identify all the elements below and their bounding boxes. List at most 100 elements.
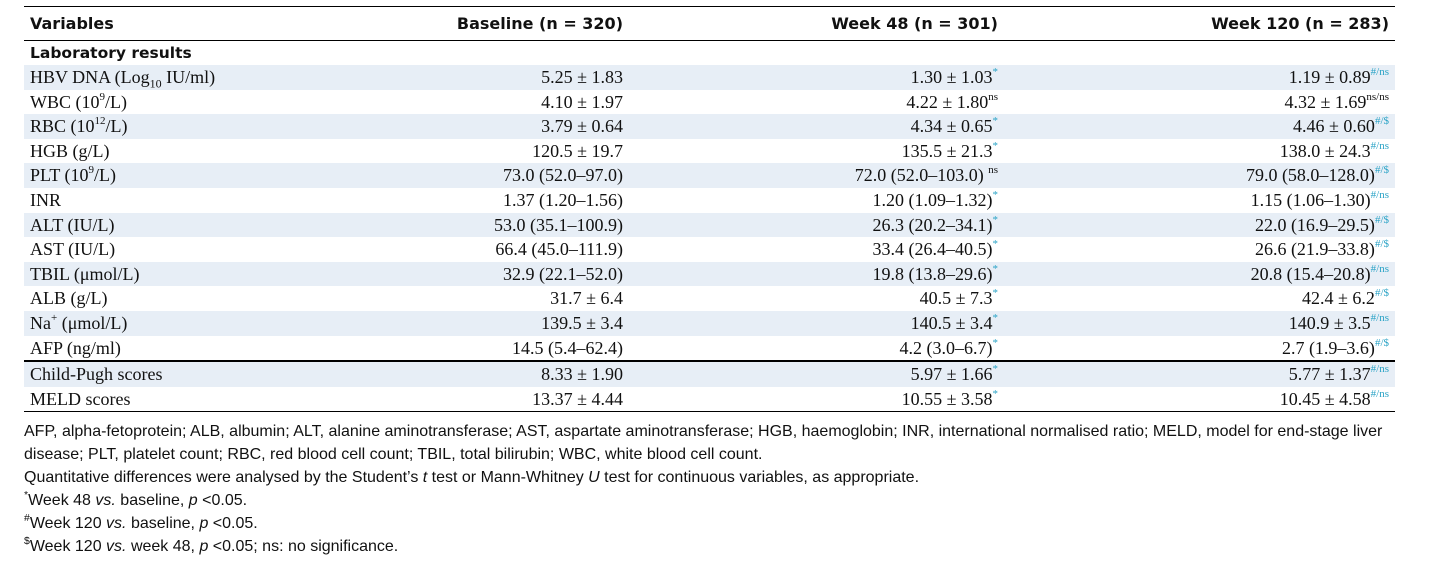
row-label-suffix: /L): [94, 165, 117, 186]
cell-week120-significance: #/$: [1374, 164, 1389, 177]
row-label-superscript: +: [51, 311, 58, 324]
cell-baseline: 73.0 (52.0–97.0): [324, 163, 629, 188]
table-row: PLT (109/L) 73.0 (52.0–97.0) 72.0 (52.0–10…: [24, 163, 1395, 188]
row-label: Child-Pugh scores: [24, 360, 324, 387]
score-row: Child-Pugh scores 8.33 ± 1.90 5.97 ± 1.66*…: [24, 360, 1395, 387]
cell-week120: 20.8 (15.4–20.8)#/ns: [1004, 261, 1395, 287]
cell-week48: 5.97 ± 1.66*: [629, 360, 1004, 387]
footnote-dollar-mark: $: [24, 534, 30, 547]
header-variables: Variables: [24, 6, 324, 41]
row-label: MELD scores: [24, 386, 324, 413]
cell-week120: 4.46 ± 0.60#/$: [1004, 114, 1395, 139]
row-label: HBV DNA (Log10 IU/ml): [24, 65, 324, 90]
abbreviations-note: AFP, alpha-fetoprotein; ALB, albumin; AL…: [24, 423, 1383, 464]
methods-text-2: test or Mann-Whitney: [427, 469, 589, 487]
cell-week120: 79.0 (58.0–128.0)#/$: [1004, 163, 1395, 188]
cell-week48: 1.20 (1.09–1.32)*: [629, 188, 1004, 213]
cell-baseline-value: 66.4 (45.0–111.9): [495, 239, 623, 260]
table-row: ALT (IU/L) 53.0 (35.1–100.9) 26.3 (20.2–34…: [24, 212, 1395, 238]
cell-baseline-value: 13.37 ± 4.44: [532, 388, 623, 409]
footnote-hash-mark: #: [24, 511, 30, 524]
cell-week48-value: 19.8 (13.8–29.6): [872, 263, 993, 284]
cell-week48-significance: *: [992, 238, 999, 251]
footnote-hash-text-3: <0.05.: [208, 515, 258, 533]
methods-text-3: test for continuous variables, as approp…: [599, 469, 920, 487]
cell-week48-significance: *: [992, 311, 999, 324]
section-row: Laboratory results: [24, 41, 1395, 66]
footnote-dollar-text-3: <0.05; ns: no significance.: [208, 538, 399, 556]
cell-baseline: 5.25 ± 1.83: [324, 65, 629, 90]
cell-baseline: 120.5 ± 19.7: [324, 139, 629, 164]
table-row: AST (IU/L) 66.4 (45.0–111.9) 33.4 (26.4–40…: [24, 237, 1395, 262]
cell-week48-value: 1.30 ± 1.03: [910, 67, 993, 87]
cell-week120-value: 22.0 (16.9–29.5): [1254, 214, 1375, 235]
cell-week48-significance: *: [992, 139, 999, 152]
footnote-star-text-3: <0.05.: [197, 492, 248, 510]
row-label-suffix: (μmol/L): [57, 312, 128, 333]
cell-baseline: 3.79 ± 0.64: [324, 114, 629, 139]
cell-week120-value: 140.9 ± 3.5: [1288, 312, 1371, 333]
cell-week48-significance: *: [992, 262, 999, 275]
row-label-text: ALB (g/L): [30, 288, 108, 309]
footnote-star-mark: *: [24, 488, 29, 501]
table-row: RBC (1012/L) 3.79 ± 0.64 4.34 ± 0.65* 4.46 …: [24, 114, 1395, 139]
cell-week48-value: 10.55 ± 3.58: [901, 388, 993, 409]
row-label-text: WBC (10: [30, 91, 100, 112]
table-row: HGB (g/L) 120.5 ± 19.7 135.5 ± 21.3* 138.0 …: [24, 139, 1395, 164]
cell-week48-significance: *: [992, 188, 999, 201]
cell-baseline-value: 31.7 ± 6.4: [550, 288, 623, 309]
footnote-star-vs: vs.: [95, 492, 116, 510]
cell-week120-value: 20.8 (15.4–20.8): [1250, 263, 1371, 284]
row-label-text: RBC (10: [30, 116, 95, 137]
cell-baseline: 14.5 (5.4–62.4): [324, 336, 629, 362]
cell-baseline-value: 8.33 ± 1.90: [541, 364, 623, 385]
cell-week120: 140.9 ± 3.5#/ns: [1004, 310, 1395, 336]
cell-week120-significance: #/$: [1374, 213, 1389, 226]
methods-note: Quantitative differences were analysed b…: [24, 466, 1395, 489]
cell-week48-value: 33.4 (26.4–40.5): [872, 239, 993, 260]
cell-baseline-value: 53.0 (35.1–100.9): [494, 214, 623, 235]
cell-week120-significance: #/$: [1374, 238, 1389, 251]
cell-week48: 1.30 ± 1.03*: [629, 65, 1004, 90]
cell-baseline-value: 73.0 (52.0–97.0): [503, 165, 623, 186]
cell-week48-significance: ns: [988, 164, 998, 177]
row-label: HGB (g/L): [24, 139, 324, 164]
table-header: Variables Baseline (n = 320) Week 48 (n …: [24, 6, 1395, 41]
cell-week48-value: 26.3 (20.2–34.1): [872, 214, 993, 235]
cell-week120: 4.32 ± 1.69ns/ns: [1004, 90, 1395, 115]
cell-week120-significance: #/$: [1374, 115, 1389, 128]
cell-week120-significance: #/ns: [1370, 311, 1389, 324]
cell-week120-value: 4.46 ± 0.60: [1293, 116, 1375, 137]
cell-week120: 5.77 ± 1.37#/ns: [1004, 360, 1395, 387]
footnote-dollar-text-1: Week 120: [29, 538, 107, 556]
cell-week48: 135.5 ± 21.3*: [629, 139, 1004, 164]
cell-week48-significance: *: [992, 66, 999, 78]
cell-week120: 42.4 ± 6.2#/$: [1004, 286, 1395, 311]
cell-baseline-value: 139.5 ± 3.4: [541, 312, 623, 333]
cell-week120-value: 2.7 (1.9–3.6): [1281, 337, 1375, 358]
cell-week48: 40.5 ± 7.3*: [629, 286, 1004, 311]
score-row: MELD scores 13.37 ± 4.44 10.55 ± 3.58* 10.4…: [24, 386, 1395, 413]
cell-week120-significance: #/ns: [1370, 139, 1389, 152]
cell-week120: 1.19 ± 0.89#/ns: [1004, 65, 1395, 90]
footnote-hash: #Week 120 vs. baseline, p <0.05.: [24, 512, 1395, 535]
cell-week48-significance: *: [992, 336, 999, 349]
cell-week120-significance: #/ns: [1370, 387, 1389, 400]
cell-week48: 33.4 (26.4–40.5)*: [629, 237, 1004, 262]
row-label: WBC (109/L): [24, 90, 324, 115]
footnote-dollar: $Week 120 vs. week 48, p <0.05; ns: no s…: [24, 535, 1395, 558]
cell-baseline: 32.9 (22.1–52.0): [324, 261, 629, 287]
cell-week48: 140.5 ± 3.4*: [629, 310, 1004, 336]
cell-week48: 4.22 ± 1.80ns: [629, 90, 1004, 115]
cell-week120-significance: ns/ns: [1366, 90, 1389, 103]
cell-week48-value: 4.22 ± 1.80: [906, 91, 989, 112]
cell-week48-value: 4.34 ± 0.65: [910, 116, 993, 137]
footnote-star-text-2: baseline,: [115, 492, 189, 510]
table-row: AFP (ng/ml) 14.5 (5.4–62.4) 4.2 (3.0–6.7)*…: [24, 336, 1395, 362]
cell-week120: 2.7 (1.9–3.6)#/$: [1004, 336, 1395, 362]
cell-baseline: 139.5 ± 3.4: [324, 310, 629, 336]
cell-week48-value: 40.5 ± 7.3: [919, 288, 993, 309]
cell-baseline-value: 14.5 (5.4–62.4): [512, 337, 623, 358]
cell-baseline: 66.4 (45.0–111.9): [324, 237, 629, 262]
cell-baseline: 13.37 ± 4.44: [324, 386, 629, 413]
